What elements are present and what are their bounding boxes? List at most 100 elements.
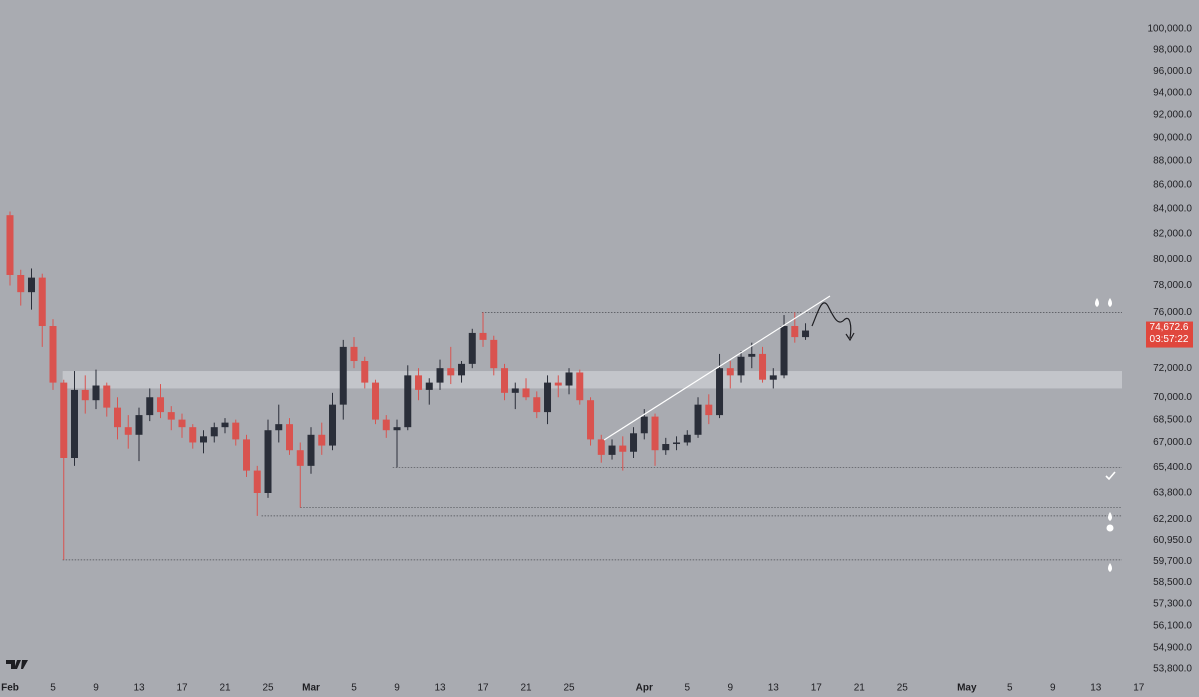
trend-line	[603, 295, 831, 441]
candle-body	[286, 424, 294, 451]
y-tick-label: 59,700.0	[1153, 556, 1192, 567]
x-tick-label: 9	[727, 683, 733, 694]
x-tick-label: 17	[811, 683, 823, 694]
y-tick-label: 72,000.0	[1153, 363, 1192, 374]
zone	[62, 371, 1122, 389]
x-tick-label: 21	[520, 683, 532, 694]
check-icon	[1105, 471, 1116, 481]
candle-body	[200, 436, 208, 443]
x-tick-label: 17	[176, 683, 188, 694]
y-tick-label: 58,500.0	[1153, 577, 1192, 588]
candle-body	[490, 339, 498, 369]
candle-body	[60, 382, 68, 458]
y-tick-label: 100,000.0	[1148, 24, 1193, 35]
x-tick-label: 13	[768, 683, 780, 694]
y-tick-label: 92,000.0	[1153, 110, 1192, 121]
candle-body	[673, 442, 681, 445]
candle-body	[640, 416, 648, 434]
y-tick-label: 96,000.0	[1153, 66, 1192, 77]
x-tick-label: 5	[1007, 683, 1013, 694]
candle-body	[630, 433, 638, 452]
candle-body	[350, 346, 358, 362]
x-tick-label: 9	[394, 683, 400, 694]
drop-icon	[1108, 563, 1112, 572]
candle-body	[748, 353, 756, 357]
candle-body	[210, 427, 218, 437]
candle-body	[587, 400, 595, 440]
y-tick-label: 56,100.0	[1153, 620, 1192, 631]
candle-body	[339, 346, 347, 405]
x-tick-label: 13	[1090, 683, 1102, 694]
x-tick-label: 25	[262, 683, 274, 694]
candle-body	[716, 368, 724, 416]
candle-body	[662, 444, 670, 451]
drop-icon	[1106, 524, 1114, 532]
y-tick-label: 67,000.0	[1153, 437, 1192, 448]
y-tick-label: 86,000.0	[1153, 179, 1192, 190]
x-tick-label: May	[957, 683, 977, 694]
candle-body	[737, 356, 745, 376]
candle-body	[651, 416, 659, 451]
candle-body	[114, 407, 122, 428]
candle-body	[565, 372, 573, 386]
candle-body	[705, 404, 713, 416]
candle-body	[221, 422, 229, 428]
candle-body	[802, 330, 810, 338]
drop-icon	[1108, 298, 1112, 307]
y-tick-label: 53,800.0	[1153, 664, 1192, 675]
y-tick-label: 90,000.0	[1153, 132, 1192, 143]
y-tick-label: 82,000.0	[1153, 229, 1192, 240]
projection-arrow	[811, 302, 855, 342]
candle-body	[597, 439, 605, 455]
candle-body	[6, 215, 14, 275]
candle-body	[124, 427, 132, 435]
y-tick-label: 84,000.0	[1153, 204, 1192, 215]
y-tick-label: 54,900.0	[1153, 643, 1192, 654]
y-tick-label: 94,000.0	[1153, 88, 1192, 99]
candle-body	[382, 419, 390, 431]
y-tick-label: 68,500.0	[1153, 414, 1192, 425]
drop-icon	[1095, 298, 1099, 307]
y-tick-label: 88,000.0	[1153, 156, 1192, 167]
candle-body	[759, 353, 767, 380]
x-tick-label: Apr	[636, 683, 653, 694]
candle-body	[167, 412, 175, 420]
candle-body	[17, 274, 25, 293]
x-tick-label: 9	[93, 683, 99, 694]
candle-body	[232, 422, 240, 440]
candle-body	[264, 430, 272, 493]
last-price-box	[1146, 321, 1193, 348]
x-tick-label: 5	[351, 683, 357, 694]
last-price-label: 74,672.6	[1150, 322, 1189, 333]
candle-body	[458, 363, 466, 376]
candle-body	[178, 419, 186, 428]
x-tick-label: Mar	[302, 683, 320, 694]
x-tick-label: 17	[477, 683, 489, 694]
candle-body	[791, 326, 799, 338]
y-tick-label: 80,000.0	[1153, 254, 1192, 265]
candle-body	[189, 427, 197, 443]
candle-body	[425, 382, 433, 390]
candle-body	[468, 332, 476, 364]
y-tick-label: 98,000.0	[1153, 45, 1192, 56]
candle-body	[576, 372, 584, 401]
y-tick-label: 63,800.0	[1153, 488, 1192, 499]
candle-body	[447, 368, 455, 376]
candle-body	[533, 397, 541, 413]
candle-body	[393, 427, 401, 431]
candle-body	[608, 445, 616, 455]
y-tick-label: 60,950.0	[1153, 535, 1192, 546]
icons	[1095, 298, 1116, 572]
candle-body	[683, 434, 691, 443]
x-tick-label: 25	[897, 683, 909, 694]
candle-body	[372, 382, 380, 420]
drop-icon	[1108, 512, 1112, 521]
candle-body	[253, 470, 261, 493]
candle-body	[361, 361, 369, 383]
candle-body	[329, 404, 337, 446]
y-tick-label: 62,200.0	[1153, 514, 1192, 525]
candle-body	[135, 415, 143, 435]
x-tick-label: 17	[1133, 683, 1145, 694]
